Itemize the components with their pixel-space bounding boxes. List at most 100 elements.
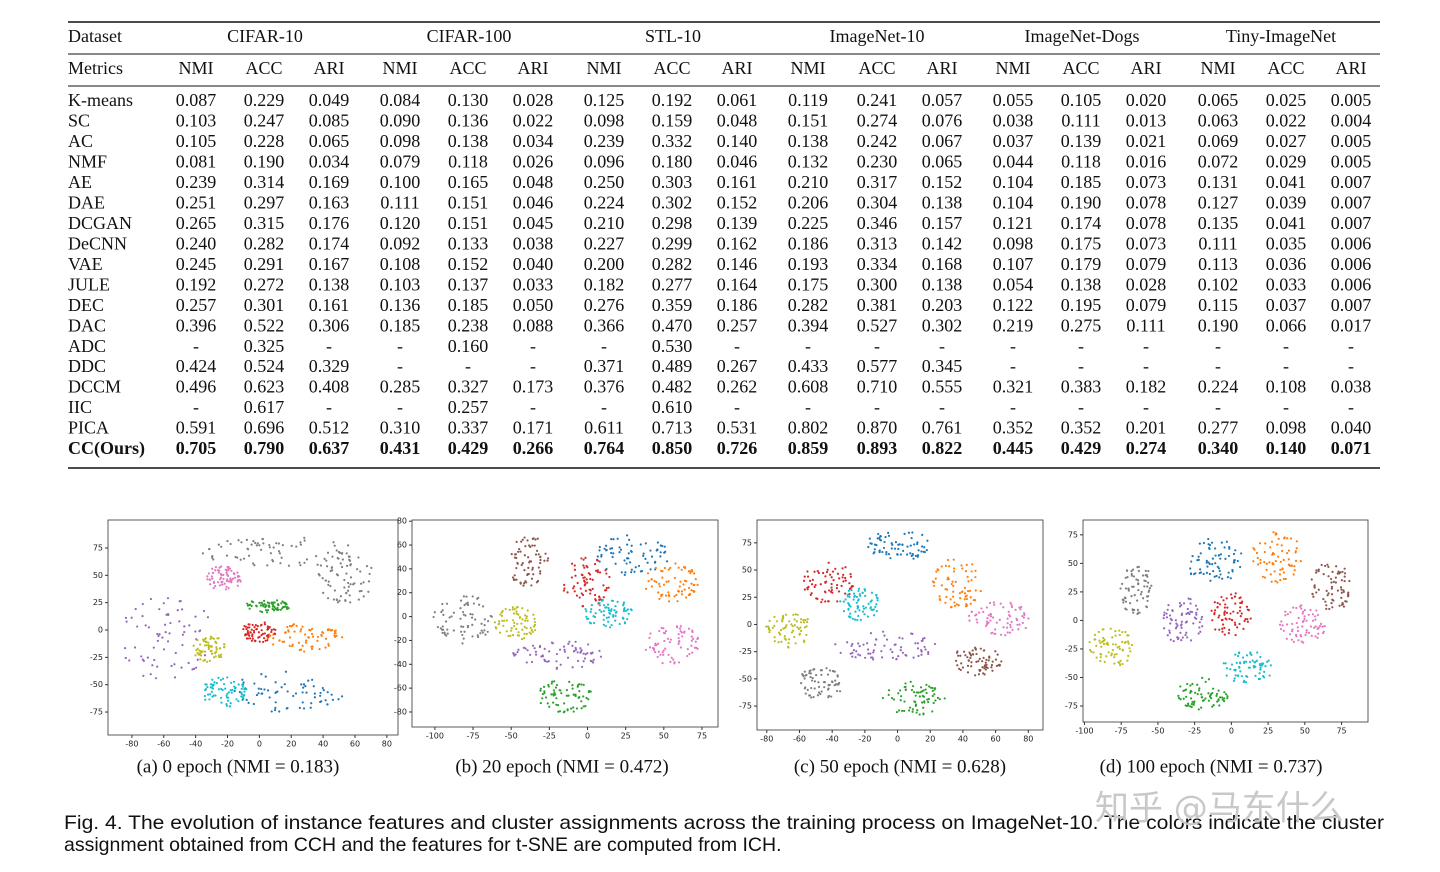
scatter-point xyxy=(968,614,971,617)
scatter-point xyxy=(212,558,215,561)
scatter-point xyxy=(142,674,145,677)
table-cell: 0.265 xyxy=(176,213,217,233)
scatter-point xyxy=(251,633,254,636)
scatter-point xyxy=(552,694,555,697)
scatter-point xyxy=(149,673,152,676)
scatter-point xyxy=(802,579,806,582)
scatter-point xyxy=(938,597,941,601)
scatter-point xyxy=(562,645,566,648)
scatter-point xyxy=(241,685,245,688)
scatter-point xyxy=(808,694,811,697)
scatter-point xyxy=(573,564,576,567)
y-tick-label: 50 xyxy=(742,566,752,575)
scatter-point xyxy=(920,550,923,553)
scatter-point xyxy=(576,684,580,687)
scatter-point xyxy=(897,543,900,546)
scatter-point xyxy=(520,622,523,625)
table-cell: 0.073 xyxy=(1126,233,1167,253)
scatter-point xyxy=(161,636,164,639)
scatter-point xyxy=(513,608,516,611)
scatter-point xyxy=(921,637,925,640)
scatter-point xyxy=(1221,696,1224,699)
scatter-point xyxy=(819,692,822,696)
scatter-point xyxy=(1166,608,1169,611)
scatter-point xyxy=(516,562,519,565)
table-cell: 0.174 xyxy=(309,233,350,253)
scatter-point xyxy=(1257,563,1260,566)
scatter-point xyxy=(1340,596,1343,599)
table-cell: 0.530 xyxy=(652,336,693,356)
scatter-point xyxy=(517,613,520,616)
table-cell: 0.617 xyxy=(244,397,285,417)
scatter-point xyxy=(1223,633,1226,636)
scatter-point xyxy=(943,697,946,700)
scatter-point xyxy=(174,651,177,655)
scatter-point xyxy=(690,568,693,572)
scatter-point xyxy=(991,616,995,619)
scatter-point xyxy=(580,700,583,703)
scatter-point xyxy=(931,694,934,698)
scatter-point xyxy=(521,538,524,541)
scatter-point xyxy=(527,566,530,569)
scatter-point xyxy=(226,574,230,577)
scatter-point xyxy=(884,535,887,539)
scatter-point xyxy=(591,651,594,654)
scatter-point xyxy=(1245,605,1249,608)
scatter-point xyxy=(1340,603,1344,606)
scatter-point xyxy=(1228,617,1231,620)
scatter-point xyxy=(259,604,262,607)
scatter-point xyxy=(862,607,866,610)
scatter-point xyxy=(530,584,533,587)
table-cell: 0.004 xyxy=(1331,111,1372,131)
scatter-point xyxy=(1339,586,1343,589)
scatter-point xyxy=(470,616,474,619)
scatter-point xyxy=(1119,659,1122,662)
scatter-point xyxy=(1217,689,1220,692)
table-cell: 0.190 xyxy=(1198,315,1239,335)
plot-frame xyxy=(411,519,719,728)
scatter-point xyxy=(259,610,262,613)
method-name: VAE xyxy=(68,254,103,274)
scatter-point xyxy=(799,629,803,632)
scatter-point xyxy=(985,606,988,609)
scatter-point xyxy=(968,589,972,592)
scatter-point xyxy=(790,623,793,626)
scatter-point xyxy=(895,710,899,714)
scatter-point xyxy=(1176,637,1180,641)
scatter-point xyxy=(469,613,472,616)
scatter-point xyxy=(929,686,932,689)
method-name: NMF xyxy=(68,152,107,172)
scatter-point xyxy=(525,632,528,635)
scatter-point xyxy=(255,628,258,631)
scatter-point xyxy=(825,570,829,574)
table-cell: 0.005 xyxy=(1331,90,1372,110)
scatter-point xyxy=(834,567,837,570)
scatter-point xyxy=(1301,612,1304,615)
scatter-point xyxy=(1223,610,1226,613)
scatter-point xyxy=(1106,641,1109,644)
scatter-point xyxy=(1121,640,1124,644)
scatter-point xyxy=(919,686,923,689)
scatter-point xyxy=(1327,575,1330,578)
metrics-label: Metrics xyxy=(68,58,123,78)
scatter-point xyxy=(543,647,546,650)
x-tick-label: -75 xyxy=(1115,727,1128,736)
scatter-point xyxy=(324,637,328,640)
scatter-point xyxy=(252,702,255,706)
table-cell: 0.100 xyxy=(380,172,421,192)
scatter-point xyxy=(1341,570,1344,574)
scatter-point xyxy=(931,689,934,693)
scatter-point xyxy=(1240,552,1243,555)
scatter-point xyxy=(1224,662,1227,665)
scatter-point xyxy=(925,691,928,695)
scatter-point xyxy=(1179,631,1182,634)
scatter-point xyxy=(894,643,897,646)
scatter-point xyxy=(995,664,999,668)
scatter-point xyxy=(571,687,574,690)
scatter-point xyxy=(465,595,468,598)
scatter-point xyxy=(803,626,807,629)
table-cell: 0.104 xyxy=(993,172,1034,192)
scatter-point xyxy=(246,631,249,634)
scatter-point xyxy=(977,611,981,614)
scatter-point xyxy=(662,649,665,652)
